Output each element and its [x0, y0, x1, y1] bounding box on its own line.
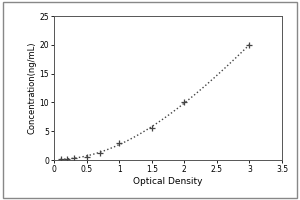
- Y-axis label: Concentration(ng/mL): Concentration(ng/mL): [28, 42, 37, 134]
- X-axis label: Optical Density: Optical Density: [133, 177, 203, 186]
